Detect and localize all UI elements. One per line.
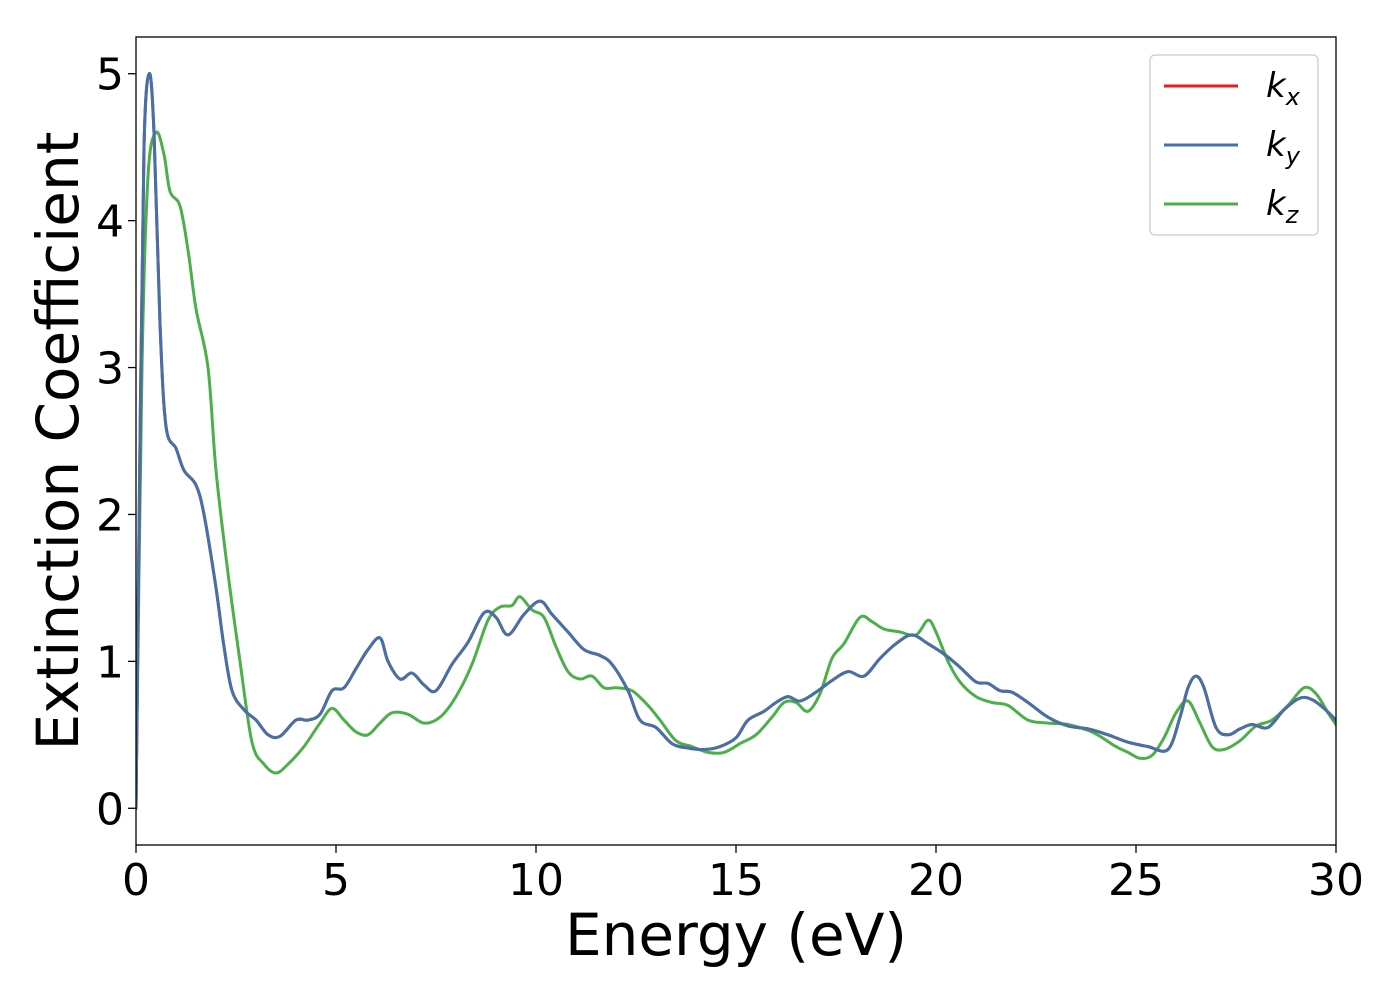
y-tick-label: 5 [96,50,124,101]
legend-label-kz: kz [1266,184,1300,229]
legend-label-subscript: y [1285,142,1301,170]
x-tick-label: 10 [508,855,564,906]
series-layer [136,72,1336,810]
y-axis: 0 1 2 3 4 5 [96,50,136,835]
x-tick-label: 25 [1108,855,1164,906]
x-tick-label: 20 [908,855,964,906]
x-axis: 0 5 10 15 20 25 30 [122,845,1364,906]
series-line-kz [136,130,1336,810]
y-tick-label: 0 [96,784,124,835]
legend-label-subscript: x [1285,83,1301,111]
x-tick-label: 30 [1308,855,1364,906]
x-tick-label: 0 [122,855,150,906]
x-tick-label: 15 [708,855,764,906]
y-tick-label: 2 [96,490,124,541]
legend-label-base: k [1266,66,1287,106]
legend-label-base: k [1266,125,1287,165]
y-tick-label: 3 [96,344,124,395]
legend-label-base: k [1266,184,1287,224]
x-tick-label: 5 [322,855,350,906]
y-axis-title: Extinction Coefficient [24,132,92,751]
y-tick-label: 1 [96,637,124,688]
series-line-ky [136,72,1336,810]
legend-label-subscript: z [1285,201,1300,229]
y-tick-label: 4 [96,197,124,248]
legend-label-ky: ky [1266,125,1301,170]
legend-label-kx: kx [1266,66,1301,111]
x-axis-title: Energy (eV) [565,901,907,969]
